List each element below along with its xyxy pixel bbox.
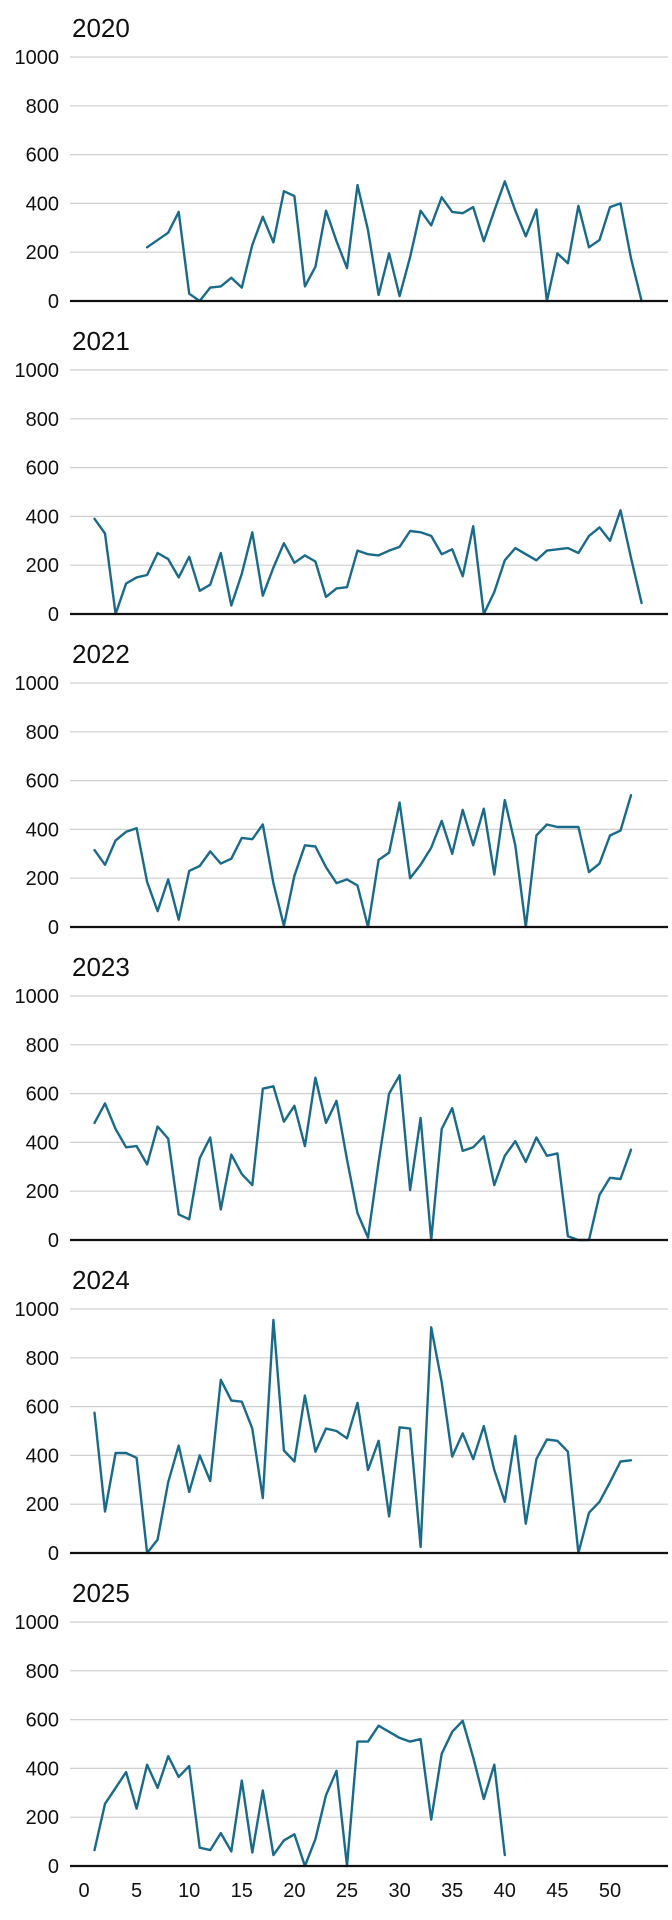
y-tick-label: 0 <box>48 291 59 313</box>
chart-panel: 2020 0 200 400 600 800 1000 <box>15 13 668 313</box>
panel-title: 2022 <box>72 639 130 669</box>
y-tick-label: 800 <box>26 409 59 431</box>
x-tick-label: 20 <box>283 1880 305 1902</box>
panel-title: 2024 <box>72 1265 130 1295</box>
y-tick-label: 600 <box>26 1084 59 1106</box>
x-tick-label: 30 <box>388 1880 410 1902</box>
y-tick-label: 600 <box>26 1397 59 1419</box>
y-tick-label: 800 <box>26 722 59 744</box>
y-tick-label: 800 <box>26 96 59 118</box>
y-tick-label: 0 <box>48 604 59 626</box>
y-tick-label: 200 <box>26 555 59 577</box>
y-tick-label: 400 <box>26 1445 59 1467</box>
y-tick-label: 800 <box>26 1661 59 1683</box>
x-tick-label: 25 <box>336 1880 358 1902</box>
y-tick-label: 1000 <box>15 1299 60 1321</box>
y-tick-label: 800 <box>26 1348 59 1370</box>
y-tick-label: 0 <box>48 1543 59 1565</box>
series-line <box>93 794 633 929</box>
panel-title: 2020 <box>72 13 130 43</box>
chart-panel: 2021 0 200 400 600 800 1000 <box>15 326 668 626</box>
y-tick-label: 200 <box>26 1494 59 1516</box>
x-tick-label: 35 <box>441 1880 463 1902</box>
y-tick-label: 200 <box>26 1807 59 1829</box>
panel-title: 2021 <box>72 326 130 356</box>
y-tick-label: 1000 <box>15 1612 60 1634</box>
y-tick-label: 800 <box>26 1035 59 1057</box>
x-tick-label: 0 <box>78 1880 89 1902</box>
chart-panel: 2024 0 200 400 600 800 1000 <box>15 1265 668 1565</box>
x-tick-label: 5 <box>131 1880 142 1902</box>
series-line <box>93 1318 633 1555</box>
y-tick-label: 1000 <box>15 986 60 1008</box>
y-tick-label: 600 <box>26 458 59 480</box>
y-tick-label: 200 <box>26 242 59 264</box>
y-tick-label: 0 <box>48 1856 59 1878</box>
x-tick-label: 50 <box>599 1880 621 1902</box>
y-tick-label: 400 <box>26 506 59 528</box>
series-line <box>93 1074 633 1242</box>
series-line <box>93 1719 506 1868</box>
x-tick-label: 45 <box>546 1880 568 1902</box>
y-tick-label: 600 <box>26 145 59 167</box>
y-tick-label: 400 <box>26 1132 59 1154</box>
y-tick-label: 600 <box>26 771 59 793</box>
x-tick-label: 15 <box>231 1880 253 1902</box>
series-line <box>145 180 643 303</box>
y-tick-label: 0 <box>48 1230 59 1252</box>
y-tick-label: 400 <box>26 193 59 215</box>
chart-panel: 2025 0 200 400 600 800 1000 <box>15 1578 668 1878</box>
chart-panel: 2022 0 200 400 600 800 1000 <box>15 639 668 939</box>
chart-panel: 2023 0 200 400 600 800 1000 <box>15 952 668 1252</box>
x-tick-label: 40 <box>494 1880 516 1902</box>
x-tick-label: 10 <box>178 1880 200 1902</box>
y-tick-label: 0 <box>48 917 59 939</box>
y-tick-label: 1000 <box>15 360 60 382</box>
y-tick-label: 600 <box>26 1710 59 1732</box>
y-tick-label: 400 <box>26 1758 59 1780</box>
panel-title: 2025 <box>72 1578 130 1608</box>
y-tick-label: 200 <box>26 1181 59 1203</box>
y-tick-label: 1000 <box>15 673 60 695</box>
series-line <box>93 509 643 616</box>
y-tick-label: 1000 <box>15 47 60 69</box>
panel-title: 2023 <box>72 952 130 982</box>
y-tick-label: 400 <box>26 819 59 841</box>
y-tick-label: 200 <box>26 868 59 890</box>
